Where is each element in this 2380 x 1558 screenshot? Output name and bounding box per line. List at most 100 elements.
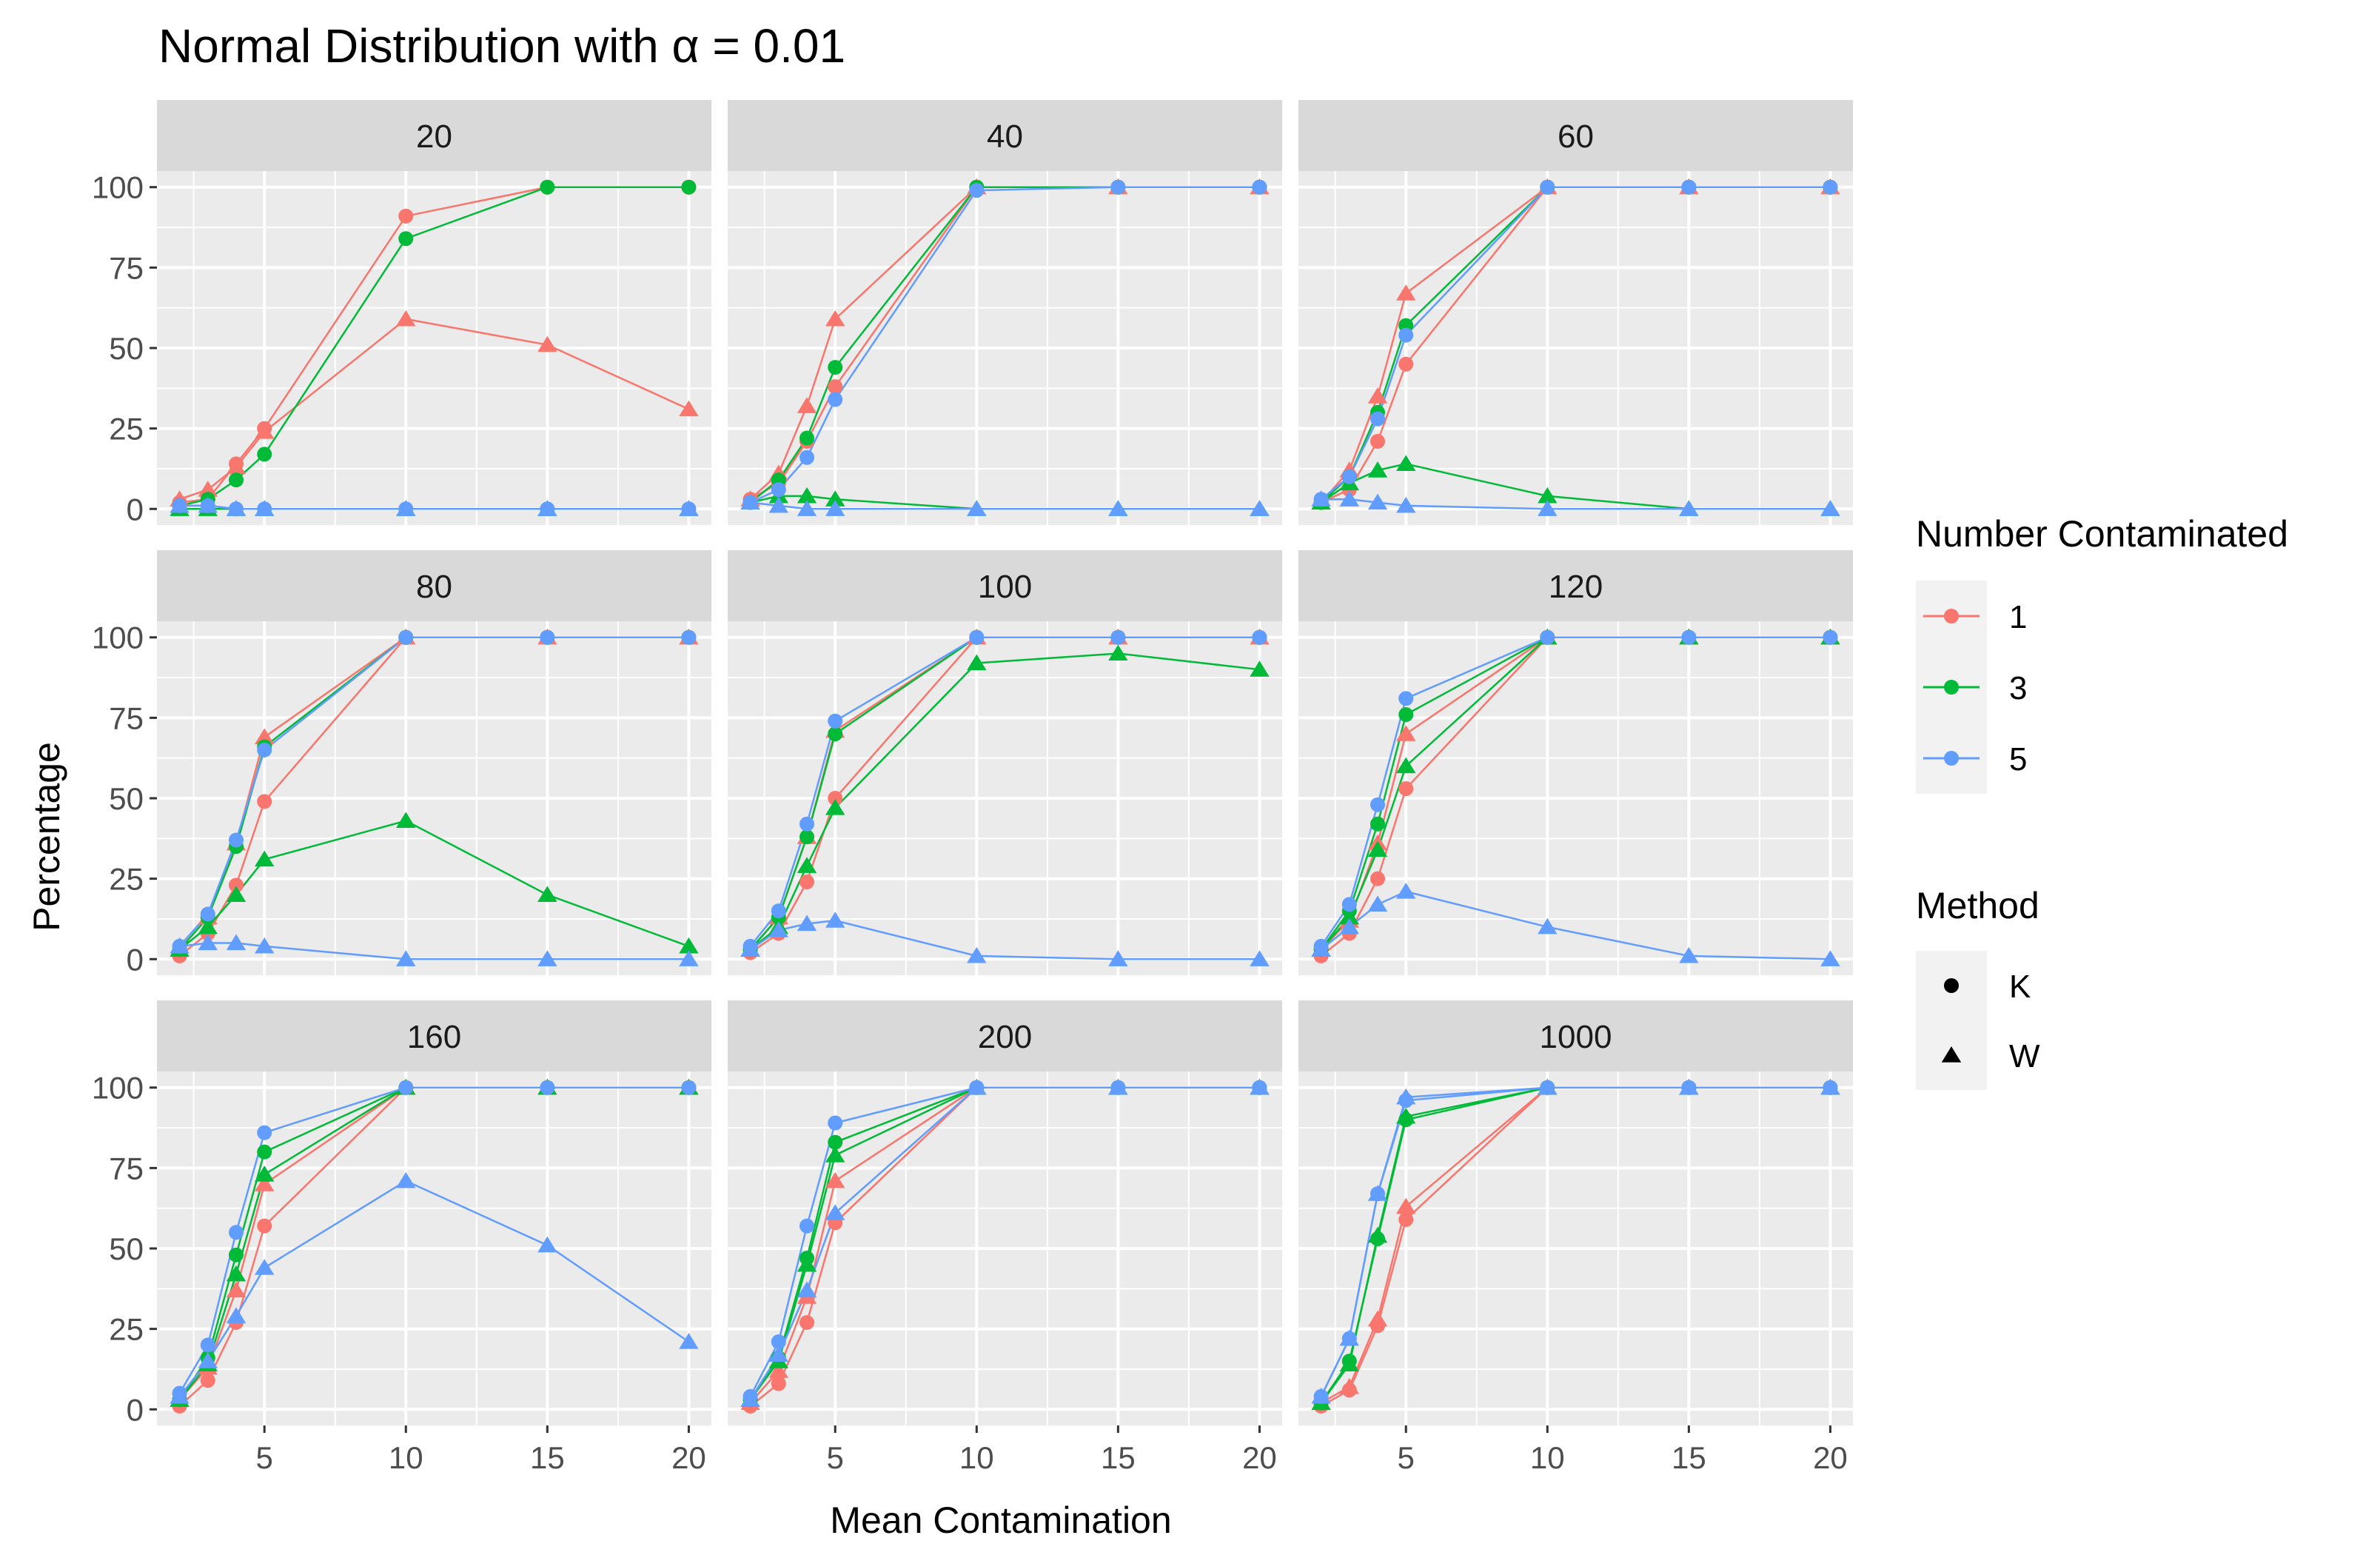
facet-panel-1000: 1000 5 10 15 20 [1298,1000,1853,1475]
data-point-5-K-circle [1341,469,1357,484]
data-point-3-K-circle [229,1247,244,1263]
data-point-5-W-triangle [170,496,190,513]
data-point-5-W-triangle [825,500,845,516]
data-point-3-W-triangle [1396,455,1416,472]
data-point-5-K-circle [828,392,843,407]
data-point-3-W-triangle [1367,461,1388,478]
data-point-3-W-triangle [255,850,275,867]
facet-strip-label: 20 [416,118,452,155]
data-point-1-W-triangle [1396,284,1416,301]
data-point-1-K-circle [200,1373,215,1388]
data-point-5-W-triangle [768,496,788,513]
data-point-3-W-triangle [1339,1355,1359,1372]
data-point-3-W-triangle [1108,644,1128,661]
facet-strip [157,550,711,621]
y-tick-label: 75 [109,250,144,285]
data-point-5-W-triangle [740,1391,760,1407]
data-point-3-W-triangle [797,1255,817,1272]
data-point-5-W-triangle [1367,493,1388,510]
legend-method: Method KW [1916,885,2040,1090]
data-point-5-W-triangle [255,937,275,954]
data-point-5-K-circle [969,183,985,198]
facet-panel-100: 100 [728,550,1282,975]
data-point-5-W-triangle [740,493,760,510]
data-point-1-W-triangle [1339,1377,1359,1394]
data-point-5-W-triangle [198,934,218,951]
data-point-5-W-triangle [1311,940,1331,957]
data-point-5-W-triangle [1108,500,1128,516]
data-point-5-K-circle [1823,629,1838,645]
chart-title: Normal Distribution with α = 0.01 [158,19,845,73]
data-point-5-W-triangle [1250,500,1270,516]
data-point-3-K-circle [1398,707,1414,723]
data-point-5-K-circle [1370,411,1385,427]
y-axis-title: Percentage [26,742,67,932]
data-point-5-W-triangle [1820,1078,1840,1095]
data-point-1-W-triangle [255,422,275,439]
data-point-3-W-triangle [226,1265,247,1282]
data-point-5-K-circle [1341,897,1357,912]
data-point-5-W-triangle [967,500,987,516]
data-point-1-K-circle [771,1376,786,1391]
data-point-1-K-circle [1370,871,1385,886]
legend-key-point [1944,609,1959,623]
data-point-5-K-circle [800,816,814,832]
data-point-5-W-triangle [1538,1078,1558,1095]
data-point-3-W-triangle [255,1166,275,1182]
x-tick-label: 20 [671,1440,706,1475]
data-point-1-K-circle [229,877,244,893]
data-point-3-W-triangle [825,1146,845,1163]
data-point-5-K-circle [229,832,244,848]
data-point-5-W-triangle [1367,1185,1388,1201]
data-point-1-W-triangle [1396,725,1416,741]
data-point-3-W-triangle [1339,908,1359,925]
data-point-3-K-circle [257,1144,272,1160]
facet-strip [1298,100,1853,171]
facet-panel-40: 40 [728,100,1282,525]
data-point-5-W-triangle [1538,917,1558,935]
data-point-5-K-circle [800,1218,814,1234]
data-point-5-W-triangle [825,1204,845,1220]
y-tick-label: 50 [109,781,144,816]
y-tick-label: 0 [127,1392,144,1427]
data-point-5-K-circle [1681,629,1697,645]
data-point-5-K-circle [200,1337,215,1353]
data-point-1-K-circle [828,791,843,806]
data-point-5-W-triangle [1311,490,1331,506]
data-point-5-W-triangle [198,1352,218,1368]
data-point-3-K-circle [681,179,697,195]
data-point-3-W-triangle [967,654,987,671]
data-point-5-K-circle [1540,629,1555,645]
data-point-1-K-circle [828,379,843,395]
data-point-1-W-triangle [1367,387,1388,404]
x-tick-label: 5 [256,1440,273,1475]
data-point-3-K-circle [398,231,414,247]
data-point-3-K-circle [828,1134,843,1150]
legend-key-point [1944,751,1959,766]
facet-strip-label: 1000 [1540,1019,1612,1055]
data-point-5-W-triangle [1679,946,1699,963]
data-point-5-K-circle [398,1080,414,1095]
data-point-1-K-circle [257,1218,272,1234]
data-point-5-W-triangle [1538,500,1558,516]
data-point-3-W-triangle [1367,840,1388,857]
x-tick-label: 15 [1101,1440,1136,1475]
facet-strip-label: 40 [987,118,1023,155]
facet-strip [157,100,711,171]
data-point-5-K-circle [257,742,272,758]
facet-panel-20: 20 0 25 50 75 100 [92,100,711,526]
legend-label: K [2009,969,2031,1005]
data-point-5-W-triangle [1820,950,1840,966]
data-point-5-K-circle [398,629,414,645]
y-tick-label: 25 [109,1312,144,1347]
data-point-5-W-triangle [1250,950,1270,966]
data-point-1-W-triangle [825,310,845,327]
data-point-3-W-triangle [396,812,416,829]
facet-panel-80: 80 0 25 50 75 100 [92,550,711,977]
data-point-3-W-triangle [825,799,845,815]
y-tick-label: 50 [109,1231,144,1266]
y-tick-label: 100 [92,170,144,205]
data-point-1-W-triangle [226,1281,247,1298]
data-point-5-W-triangle [967,1078,987,1095]
